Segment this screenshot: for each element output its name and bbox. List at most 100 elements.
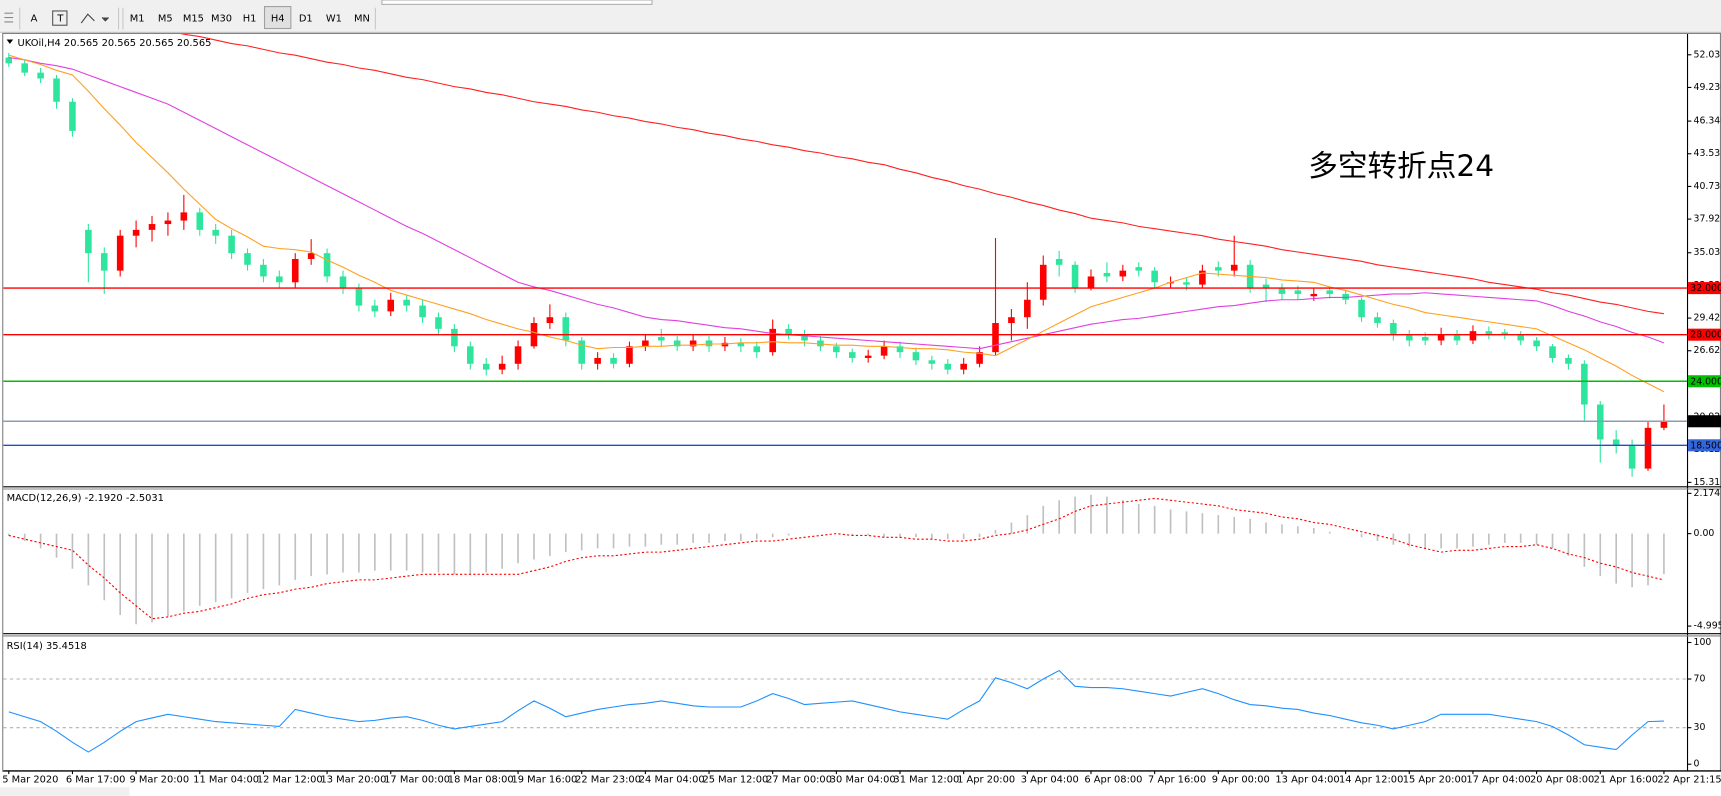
timeframe-button[interactable]: H1 — [243, 14, 257, 25]
rsi-line — [8, 669, 1664, 753]
chart-frame — [2, 32, 1721, 772]
candle-body — [1183, 282, 1190, 285]
candle-body — [578, 340, 586, 364]
candle-body — [673, 340, 681, 347]
timeframe-button[interactable]: M30 — [211, 14, 232, 25]
candle-body — [498, 363, 506, 370]
candle-body — [1071, 264, 1079, 289]
x-axis-label: 13 Apr 04:00 — [1275, 775, 1339, 786]
y-tick-label: 15.315 — [1694, 477, 1721, 488]
candle-body — [626, 346, 633, 364]
x-axis-label: 3 Apr 04:00 — [1021, 775, 1079, 786]
candle-body — [467, 346, 474, 364]
timeframe-button[interactable]: M1 — [130, 14, 145, 25]
candle-body — [1055, 258, 1063, 265]
candle-body — [1151, 270, 1158, 283]
x-axis-label: 13 Mar 20:00 — [320, 775, 386, 786]
candle-body — [960, 363, 967, 370]
annotation: 多空转折点24 — [1308, 149, 1494, 183]
y-tick-label: 0.00 — [1694, 528, 1715, 539]
chart-menu-icon[interactable] — [6, 39, 14, 44]
candle-body — [307, 253, 315, 259]
level-label: 24.000 — [1690, 376, 1721, 387]
candle-body — [705, 340, 713, 347]
timeframe-button[interactable]: W1 — [326, 14, 342, 25]
tool-button[interactable]: T — [56, 14, 64, 25]
x-axis-label: 6 Mar 17:00 — [66, 775, 126, 786]
candle-body — [85, 229, 92, 254]
candle-body — [21, 63, 28, 73]
x-axis-label: 22 Apr 21:15 — [1657, 775, 1721, 786]
candle-body — [912, 352, 920, 361]
y-tick-label: 49.230 — [1694, 82, 1721, 93]
level-label: 28.000 — [1690, 330, 1721, 341]
candle-body — [1358, 299, 1365, 318]
macd-plot — [7, 494, 1665, 625]
candle-body — [1421, 337, 1429, 341]
timeframe-button[interactable]: MN — [354, 14, 370, 25]
candle-body — [610, 357, 617, 364]
candle-body — [371, 305, 379, 312]
candle-body — [1119, 270, 1127, 277]
y-tick-label: 35.035 — [1694, 247, 1721, 258]
x-axis-label: 21 Apr 16:00 — [1594, 775, 1658, 786]
y-tick-label: 70 — [1694, 674, 1706, 685]
candle-body — [1039, 264, 1047, 300]
level-label-box — [1688, 282, 1721, 295]
candle-body — [737, 342, 745, 347]
candle-body — [339, 276, 347, 289]
candle-body — [944, 363, 952, 370]
tool-button[interactable]: A — [31, 14, 38, 25]
candle-body — [753, 346, 761, 353]
candle-body — [1453, 334, 1461, 341]
indicator-title: MACD(12,26,9) -2.1920 -2.5031 — [7, 493, 164, 504]
x-axis-label: 6 Apr 08:00 — [1084, 775, 1142, 786]
level-label-box — [1688, 415, 1721, 428]
candle-body — [594, 357, 601, 364]
candle-body — [451, 328, 458, 347]
candle-body — [1103, 272, 1111, 277]
x-axis-label: 31 Mar 12:00 — [893, 775, 959, 786]
candle-body — [1262, 284, 1270, 289]
level-label: 32.000 — [1690, 283, 1721, 294]
candle-body — [291, 258, 299, 283]
x-axis-label: 19 Mar 16:00 — [511, 775, 577, 786]
candle-body — [1612, 439, 1620, 446]
active-timeframe — [263, 6, 292, 30]
candle-body — [5, 57, 13, 64]
candle-body — [864, 355, 872, 358]
candle-body — [721, 342, 729, 347]
timeframe-button[interactable]: D1 — [299, 14, 313, 25]
timeframe-button[interactable]: M15 — [183, 14, 204, 25]
x-axis-label: 18 Mar 08:00 — [448, 775, 514, 786]
objects-icon[interactable] — [80, 13, 110, 24]
x-axis-label: 9 Apr 00:00 — [1212, 775, 1270, 786]
indicator-title: RSI(14) 35.4518 — [7, 641, 87, 652]
candle-body — [148, 224, 156, 230]
x-axis-label: 14 Apr 12:00 — [1339, 775, 1403, 786]
y-tick-label: 30 — [1694, 722, 1706, 733]
price-plot — [3, 33, 1687, 477]
candle-body — [260, 264, 267, 277]
candle-body — [100, 253, 108, 271]
timeframe-button[interactable]: H4 — [271, 14, 285, 25]
candle-body — [53, 78, 60, 102]
candle-body — [244, 253, 251, 265]
candle-body — [896, 346, 904, 353]
candle-body — [1660, 421, 1668, 428]
candle-body — [1087, 276, 1095, 289]
candle-body — [1565, 357, 1572, 364]
candle-body — [1230, 264, 1238, 271]
candle-body — [419, 305, 426, 318]
toolbar-strip — [381, 0, 653, 5]
candle-body — [276, 276, 283, 283]
moving-average — [8, 54, 1665, 393]
y-tick-label: -4.9955 — [1694, 621, 1721, 632]
toolbar — [0, 0, 1721, 33]
timeframe-button[interactable]: M5 — [158, 14, 173, 25]
level-label: 18.500 — [1690, 440, 1721, 451]
x-axis-label: 27 Mar 00:00 — [766, 775, 832, 786]
x-axis-label: 20 Apr 08:00 — [1530, 775, 1594, 786]
x-axis-label: 1 Apr 20:00 — [957, 775, 1015, 786]
